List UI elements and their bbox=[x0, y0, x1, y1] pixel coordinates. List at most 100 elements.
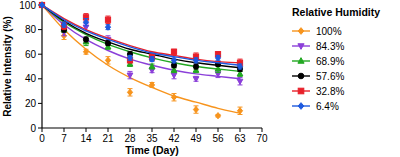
error-bar bbox=[194, 106, 199, 113]
series bbox=[39, 2, 243, 76]
x-tick-label: 21 bbox=[102, 133, 114, 144]
legend-marker bbox=[298, 73, 304, 79]
point bbox=[193, 106, 198, 112]
x-tick bbox=[130, 128, 131, 132]
legend-label: 32.8% bbox=[316, 86, 344, 97]
error-bar bbox=[172, 68, 177, 73]
fit-curve bbox=[42, 5, 240, 63]
error-bar bbox=[150, 64, 155, 69]
series bbox=[39, 3, 243, 85]
x-tick-label: 7 bbox=[61, 133, 67, 144]
error-bar bbox=[150, 57, 155, 62]
y-tick-label: 60 bbox=[25, 49, 37, 60]
point bbox=[39, 2, 44, 8]
error-bar bbox=[172, 49, 177, 54]
point bbox=[215, 55, 220, 61]
point bbox=[83, 37, 88, 42]
x-axis-label: Time (Day) bbox=[125, 144, 179, 156]
point bbox=[127, 55, 132, 61]
error-bar bbox=[106, 16, 111, 23]
x-tick-label: 35 bbox=[146, 133, 158, 144]
y-tick-label: 20 bbox=[25, 98, 37, 109]
x-tick bbox=[86, 128, 87, 132]
x-tick bbox=[262, 128, 263, 132]
y-tick bbox=[38, 54, 42, 55]
error-bar bbox=[172, 94, 177, 101]
point bbox=[237, 108, 242, 114]
error-bar bbox=[106, 41, 111, 46]
point bbox=[105, 17, 110, 22]
fit-curve bbox=[42, 5, 240, 113]
y-tick-label: 0 bbox=[30, 123, 36, 134]
y-axis-label: Relative Intensity (%) bbox=[2, 16, 13, 117]
point bbox=[171, 94, 176, 100]
error-bar bbox=[84, 37, 89, 42]
series bbox=[39, 2, 242, 66]
y-axis bbox=[41, 5, 42, 128]
point bbox=[193, 57, 198, 63]
y-tick-label: 100 bbox=[19, 0, 36, 11]
x-tick bbox=[152, 128, 153, 132]
point bbox=[127, 73, 133, 78]
x-tick-label: 0 bbox=[39, 133, 45, 144]
error-bar bbox=[238, 78, 243, 85]
x-tick-label: 28 bbox=[124, 133, 136, 144]
point bbox=[105, 57, 110, 63]
error-bar bbox=[216, 55, 221, 60]
point bbox=[105, 24, 110, 30]
x-tick-label: 14 bbox=[80, 133, 92, 144]
error-bar bbox=[106, 57, 111, 64]
y-tick bbox=[38, 128, 42, 129]
x-tick bbox=[174, 128, 175, 132]
legend-label: 84.3% bbox=[316, 41, 344, 52]
legend-title: Relative Humidity bbox=[292, 6, 380, 18]
fit-curve bbox=[42, 5, 240, 71]
fit-curve bbox=[42, 5, 240, 79]
error-bar bbox=[84, 49, 89, 54]
point bbox=[171, 73, 177, 78]
series bbox=[39, 2, 242, 119]
x-tick bbox=[196, 128, 197, 132]
x-tick bbox=[108, 128, 109, 132]
point bbox=[237, 79, 243, 84]
point bbox=[149, 82, 154, 88]
legend-label: 57.6% bbox=[316, 71, 344, 82]
legend-marker bbox=[298, 103, 304, 110]
series bbox=[39, 2, 242, 71]
error-bar bbox=[194, 64, 199, 69]
legend-label: 68.9% bbox=[316, 56, 344, 67]
x-tick bbox=[64, 128, 65, 132]
point bbox=[193, 77, 199, 82]
point bbox=[39, 2, 44, 8]
point bbox=[149, 56, 154, 62]
error-bar bbox=[128, 71, 133, 78]
x-tick-label: 63 bbox=[234, 133, 246, 144]
fit-curve bbox=[42, 5, 240, 68]
error-bar bbox=[194, 58, 199, 63]
error-bar bbox=[150, 82, 155, 87]
point bbox=[171, 57, 176, 63]
x-tick bbox=[240, 128, 241, 132]
legend-label: 6.4% bbox=[316, 101, 339, 112]
point bbox=[237, 63, 242, 69]
error-bar bbox=[238, 64, 243, 69]
point bbox=[149, 63, 155, 68]
error-bar bbox=[238, 107, 243, 114]
legend-marker bbox=[298, 44, 304, 50]
error-bar bbox=[238, 71, 243, 76]
error-bar bbox=[172, 58, 177, 63]
x-tick-label: 42 bbox=[168, 133, 180, 144]
series bbox=[39, 2, 242, 70]
x-tick bbox=[42, 128, 43, 132]
legend: Relative Humidity100%84.3%68.9%57.6%32.8… bbox=[292, 6, 380, 112]
point bbox=[193, 64, 198, 69]
plot-area bbox=[39, 2, 243, 119]
point bbox=[215, 113, 220, 119]
error-bar bbox=[62, 22, 67, 29]
y-tick-label: 80 bbox=[25, 24, 37, 35]
legend-marker bbox=[298, 88, 304, 94]
error-bar bbox=[84, 19, 89, 26]
point bbox=[105, 41, 110, 46]
y-tick bbox=[38, 78, 42, 79]
x-tick-label: 70 bbox=[256, 133, 268, 144]
